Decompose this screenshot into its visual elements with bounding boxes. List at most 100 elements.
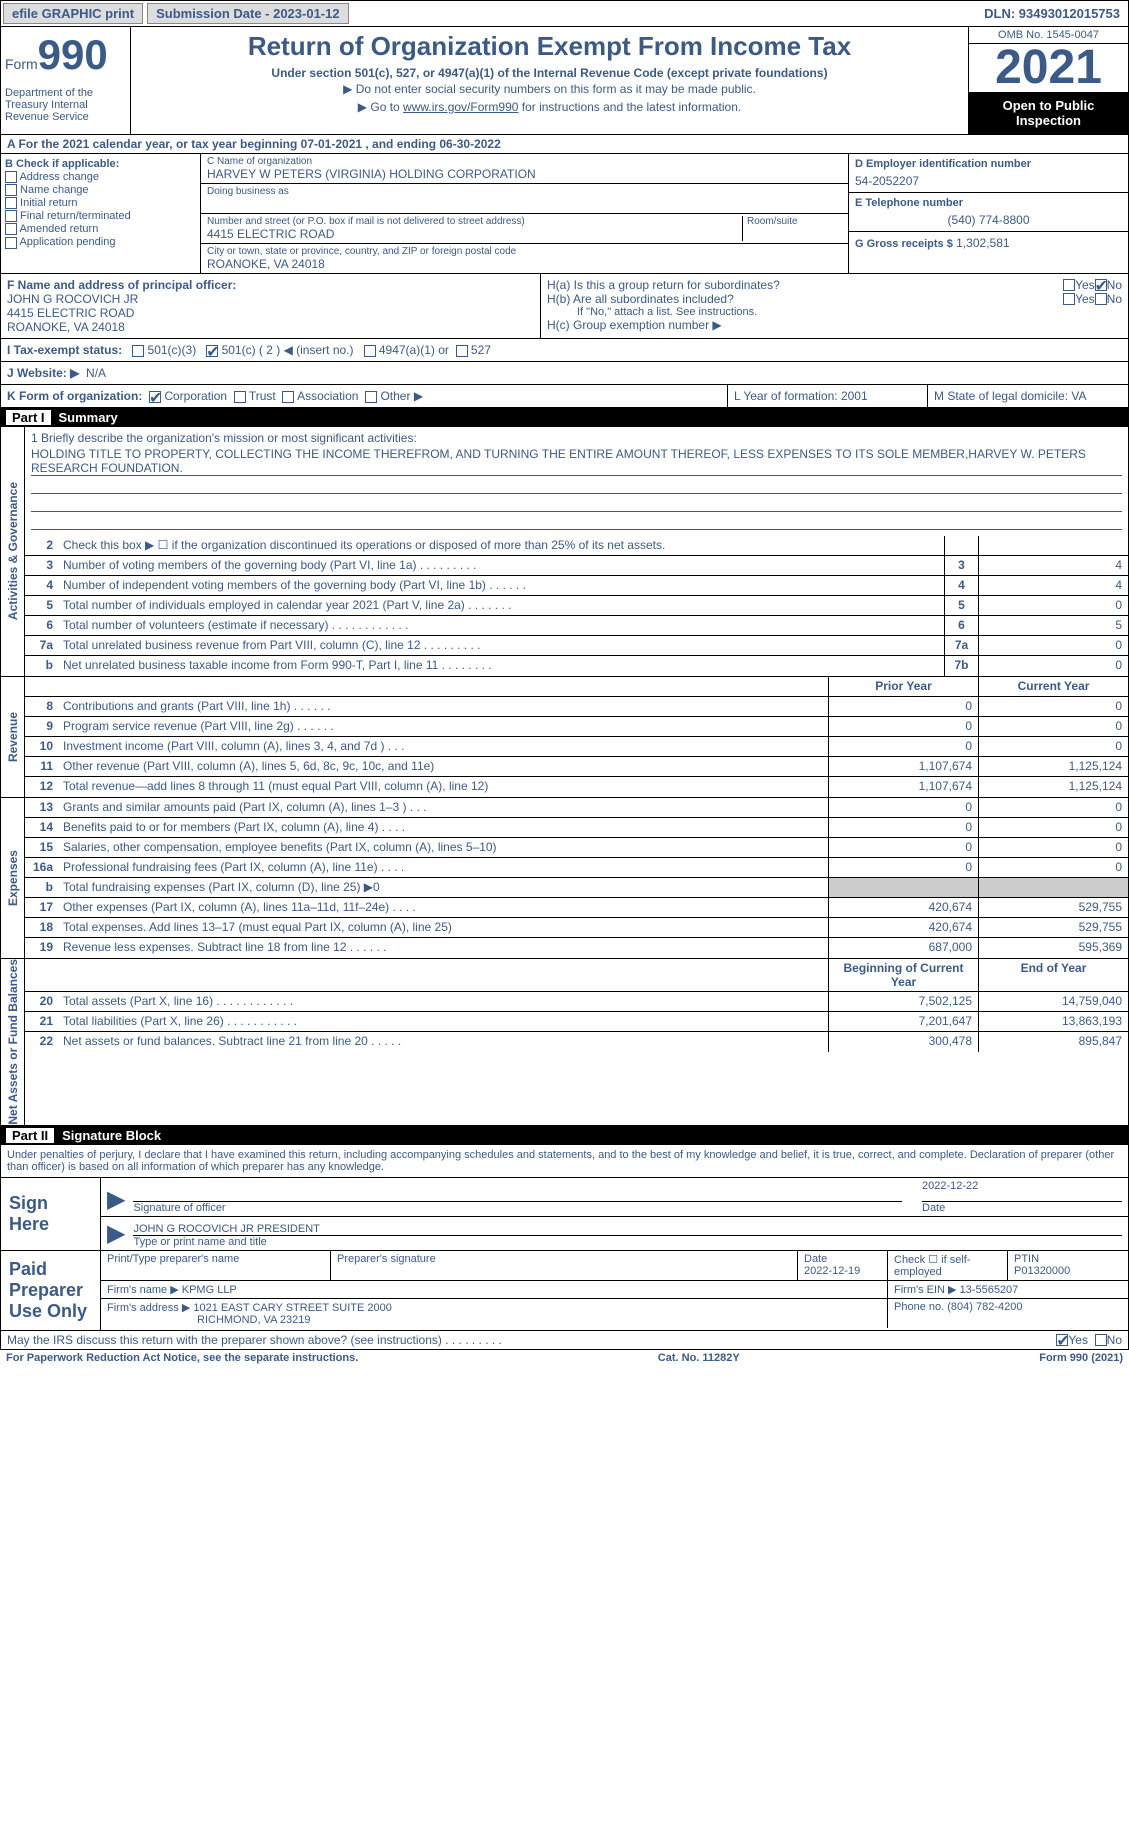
corp-checkbox[interactable]: [149, 391, 161, 403]
page-title: Return of Organization Exempt From Incom…: [135, 31, 964, 62]
table-row: 3Number of voting members of the governi…: [25, 556, 1128, 576]
checkbox[interactable]: [5, 197, 17, 209]
table-row: 5Total number of individuals employed in…: [25, 596, 1128, 616]
officer-name: JOHN G ROCOVICH JR: [7, 292, 534, 306]
mission-text: HOLDING TITLE TO PROPERTY, COLLECTING TH…: [31, 447, 1122, 476]
hb-note: If "No," attach a list. See instructions…: [547, 306, 1122, 318]
discuss-yes-checkbox[interactable]: [1056, 1334, 1068, 1346]
firm-phone: (804) 782-4200: [947, 1301, 1022, 1313]
firm-name: KPMG LLP: [182, 1284, 237, 1296]
ha-yes-checkbox[interactable]: [1063, 279, 1075, 291]
table-row: 7aTotal unrelated business revenue from …: [25, 636, 1128, 656]
row-j: J Website: ▶ N/A: [0, 362, 1129, 385]
subtitle-3: ▶ Go to www.irs.gov/Form990 for instruct…: [135, 100, 964, 114]
topbar: efile GRAPHIC print Submission Date - 20…: [0, 0, 1129, 27]
row-a: A For the 2021 calendar year, or tax yea…: [0, 135, 1129, 154]
vlabel-revenue: Revenue: [6, 712, 20, 762]
city-label: City or town, state or province, country…: [207, 246, 842, 257]
assoc-checkbox[interactable]: [282, 391, 294, 403]
prior-year-header: Prior Year: [828, 677, 978, 696]
discuss-no-checkbox[interactable]: [1095, 1334, 1107, 1346]
irs-link[interactable]: www.irs.gov/Form990: [403, 100, 518, 114]
ein-label: D Employer identification number: [855, 158, 1122, 170]
website: N/A: [86, 366, 106, 380]
header-grid: B Check if applicable: Address change Na…: [0, 154, 1129, 274]
org-name: HARVEY W PETERS (VIRGINIA) HOLDING CORPO…: [207, 167, 842, 181]
efile-button[interactable]: efile GRAPHIC print: [3, 3, 143, 24]
checkbox[interactable]: [5, 237, 17, 249]
checkbox[interactable]: [5, 210, 17, 222]
officer-street: 4415 ELECTRIC ROAD: [7, 306, 534, 320]
vlabel-governance: Activities & Governance: [6, 482, 20, 620]
colb-option: Address change: [5, 171, 196, 183]
subtitle-1: Under section 501(c), 527, or 4947(a)(1)…: [135, 66, 964, 80]
discuss-row: May the IRS discuss this return with the…: [0, 1331, 1129, 1350]
sig-date: 2022-12-22: [922, 1180, 1122, 1202]
name-title-label: Type or print name and title: [133, 1236, 1122, 1248]
hb-yes-checkbox[interactable]: [1063, 293, 1075, 305]
table-row: 6Total number of volunteers (estimate if…: [25, 616, 1128, 636]
section-revenue: Revenue Prior YearCurrent Year 8Contribu…: [0, 677, 1129, 798]
vlabel-expenses: Expenses: [6, 850, 20, 906]
self-employed-check: Check ☐ if self-employed: [888, 1251, 1008, 1280]
ein: 54-2052207: [855, 174, 1122, 188]
row-k: K Form of organization: Corporation Trus…: [0, 385, 1129, 408]
firm-addr1: 1021 EAST CARY STREET SUITE 2000: [193, 1302, 392, 1314]
row-i: I Tax-exempt status: 501(c)(3) 501(c) ( …: [0, 339, 1129, 362]
colb-option: Initial return: [5, 197, 196, 209]
page-footer: For Paperwork Reduction Act Notice, see …: [0, 1350, 1129, 1366]
firm-addr2: RICHMOND, VA 23219: [197, 1314, 311, 1326]
checkbox[interactable]: [5, 223, 17, 235]
section-governance: Activities & Governance 1 Briefly descri…: [0, 427, 1129, 677]
table-row: 2Check this box ▶ ☐ if the organization …: [25, 536, 1128, 556]
other-checkbox[interactable]: [365, 391, 377, 403]
inspection-badge: Open to Public Inspection: [969, 92, 1128, 134]
table-row: 22Net assets or fund balances. Subtract …: [25, 1032, 1128, 1052]
form-label: Form: [5, 56, 38, 72]
table-row: 13Grants and similar amounts paid (Part …: [25, 798, 1128, 818]
4947-checkbox[interactable]: [364, 345, 376, 357]
colb-option: Final return/terminated: [5, 210, 196, 222]
officer-city: ROANOKE, VA 24018: [7, 320, 534, 334]
form-header: Form990 Department of the Treasury Inter…: [0, 27, 1129, 135]
telephone: (540) 774-8800: [855, 213, 1122, 227]
table-row: 19Revenue less expenses. Subtract line 1…: [25, 938, 1128, 958]
form-number: 990: [38, 31, 108, 78]
footer-right: Form 990 (2021): [1039, 1352, 1123, 1364]
527-checkbox[interactable]: [456, 345, 468, 357]
table-row: 16aProfessional fundraising fees (Part I…: [25, 858, 1128, 878]
dln: DLN: 93493012015753: [976, 4, 1128, 23]
officer-printed-name: JOHN G ROCOVICH JR PRESIDENT: [133, 1223, 1122, 1236]
table-row: 10Investment income (Part VIII, column (…: [25, 737, 1128, 757]
subtitle-2: ▶ Do not enter social security numbers o…: [135, 82, 964, 96]
org-name-label: C Name of organization: [207, 156, 842, 167]
prep-date: 2022-12-19: [804, 1265, 881, 1277]
part2-header: Part IISignature Block: [0, 1126, 1129, 1145]
section-expenses: Expenses 13Grants and similar amounts pa…: [0, 798, 1129, 959]
trust-checkbox[interactable]: [234, 391, 246, 403]
ha-no-checkbox[interactable]: [1095, 279, 1107, 291]
501c-checkbox[interactable]: [206, 345, 218, 357]
dba-label: Doing business as: [207, 186, 842, 197]
section-net-assets: Net Assets or Fund Balances Beginning of…: [0, 959, 1129, 1126]
begin-year-header: Beginning of Current Year: [828, 959, 978, 991]
discuss-label: May the IRS discuss this return with the…: [7, 1333, 502, 1347]
hb-label: H(b) Are all subordinates included?: [547, 292, 1063, 306]
arrow-icon: ▶: [107, 1219, 125, 1248]
table-row: bTotal fundraising expenses (Part IX, co…: [25, 878, 1128, 898]
footer-mid: Cat. No. 11282Y: [658, 1352, 740, 1364]
table-row: 4Number of independent voting members of…: [25, 576, 1128, 596]
hc-label: H(c) Group exemption number ▶: [547, 318, 1122, 332]
room-label: Room/suite: [747, 216, 842, 227]
table-row: 15Salaries, other compensation, employee…: [25, 838, 1128, 858]
checkbox[interactable]: [5, 171, 17, 183]
checkbox[interactable]: [5, 184, 17, 196]
arrow-icon: ▶: [107, 1185, 125, 1214]
ha-label: H(a) Is this a group return for subordin…: [547, 278, 1063, 292]
sign-here-label: Sign Here: [1, 1178, 101, 1250]
501c3-checkbox[interactable]: [132, 345, 144, 357]
hb-no-checkbox[interactable]: [1095, 293, 1107, 305]
current-year-header: Current Year: [978, 677, 1128, 696]
tel-label: E Telephone number: [855, 197, 1122, 209]
submission-date-button[interactable]: Submission Date - 2023-01-12: [147, 3, 349, 24]
